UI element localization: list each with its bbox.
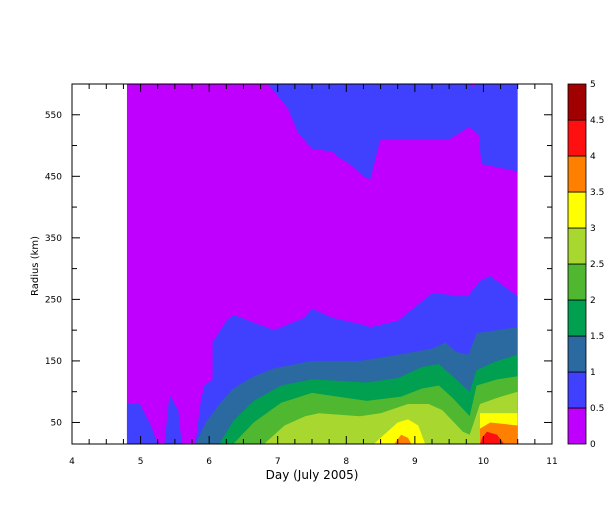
band-0.5-1-upper [267,84,518,180]
colorbar: 0 0.5 1 1.5 2 2.5 3 3.5 4 4.5 5 [567,80,604,450]
colorbar-swatch [567,191,587,229]
colorbar-swatch [567,263,587,301]
colorbar-swatch [567,407,587,445]
colorbar-label: 1.5 [590,332,604,342]
colorbar-label: 3.5 [590,188,604,198]
colorbar-swatch [567,335,587,373]
colorbar-label: 4.5 [590,116,604,126]
colorbar-label: 4 [590,152,596,162]
y-tick-label: 550 [45,111,62,121]
y-tick-label: 450 [45,172,62,182]
contour-fills [126,84,518,444]
x-tick-label: 6 [206,457,212,467]
colorbar-label: 0 [590,440,596,450]
band-level_2_5 [264,391,518,444]
colorbar-swatch [567,119,587,157]
x-axis-title: Day (July 2005) [266,468,359,482]
x-tick-label: 7 [275,457,281,467]
y-axis: 50 150 250 350 450 550 [45,83,552,428]
x-tick-label: 10 [478,457,490,467]
colorbar-swatch [567,371,587,409]
y-tick-label: 350 [45,234,62,244]
x-axis: 4 5 6 7 8 9 10 11 [69,84,558,467]
x-tick-label: 5 [138,457,144,467]
colorbar-label: 2.5 [590,260,604,270]
y-axis-title: Radius (km) [30,236,41,296]
x-tick-label: 8 [343,457,349,467]
band-level_4 [480,431,504,444]
x-tick-label: 9 [412,457,418,467]
x-tick-label: 11 [546,457,557,467]
y-tick-label: 50 [51,418,63,428]
y-tick-label: 250 [45,295,62,305]
colorbar-swatch [567,155,587,193]
colorbar-swatch [567,227,587,265]
colorbar-label: 3 [590,224,596,234]
colorbar-label: 0.5 [590,404,604,414]
colorbar-label: 5 [590,80,596,90]
colorbar-label: 1 [590,368,596,378]
y-tick-label: 150 [45,357,62,367]
colorbar-swatch [567,299,587,337]
colorbar-label: 2 [590,296,596,306]
colorbar-swatch [567,83,587,121]
x-tick-label: 4 [69,457,75,467]
